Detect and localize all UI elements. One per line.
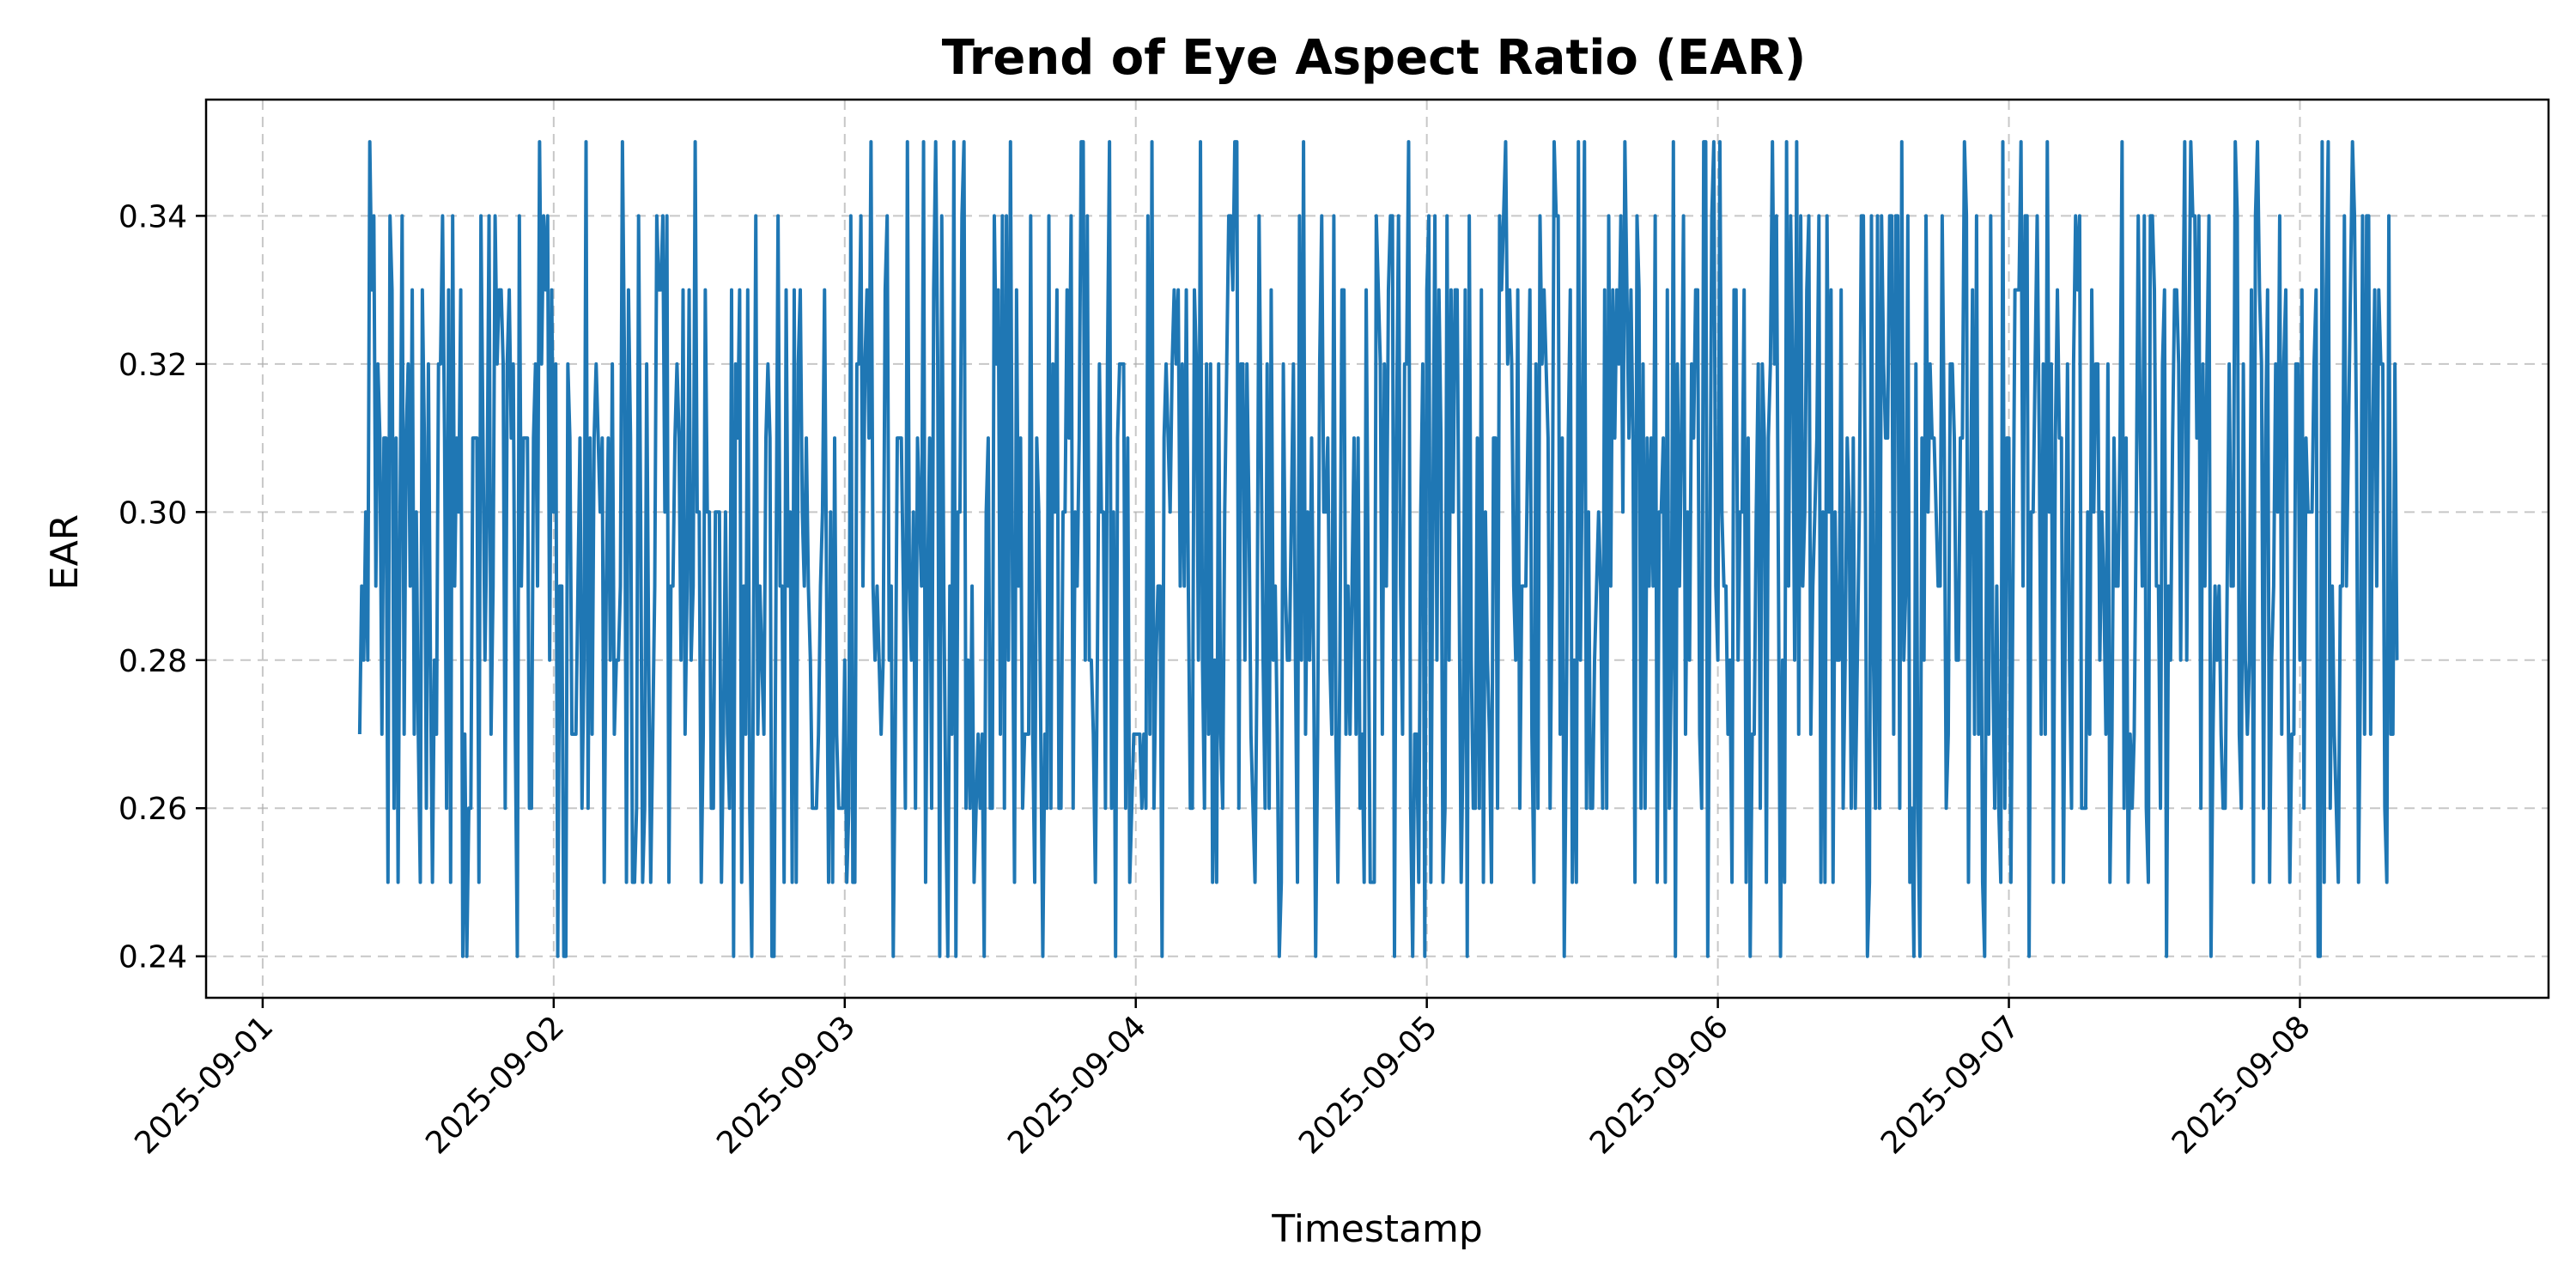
series-ear-line	[357, 140, 2399, 958]
y-tick-label: 0.32	[118, 348, 187, 383]
y-axis-label: EAR	[43, 514, 87, 590]
y-axis: 0.24 0.26 0.28 0.30 0.32 0.34	[118, 199, 206, 975]
y-tick-label: 0.28	[118, 644, 187, 679]
plot-frame	[204, 98, 2550, 999]
y-tick-label: 0.24	[118, 940, 187, 975]
y-tick-label: 0.26	[118, 792, 187, 827]
series-line	[357, 140, 2399, 958]
y-tick-label: 0.34	[118, 199, 187, 234]
chart-title: Trend of Eye Aspect Ratio (EAR)	[942, 30, 1807, 86]
x-axis-label: Timestamp	[1271, 1207, 1483, 1251]
y-tick-label: 0.30	[118, 495, 187, 531]
